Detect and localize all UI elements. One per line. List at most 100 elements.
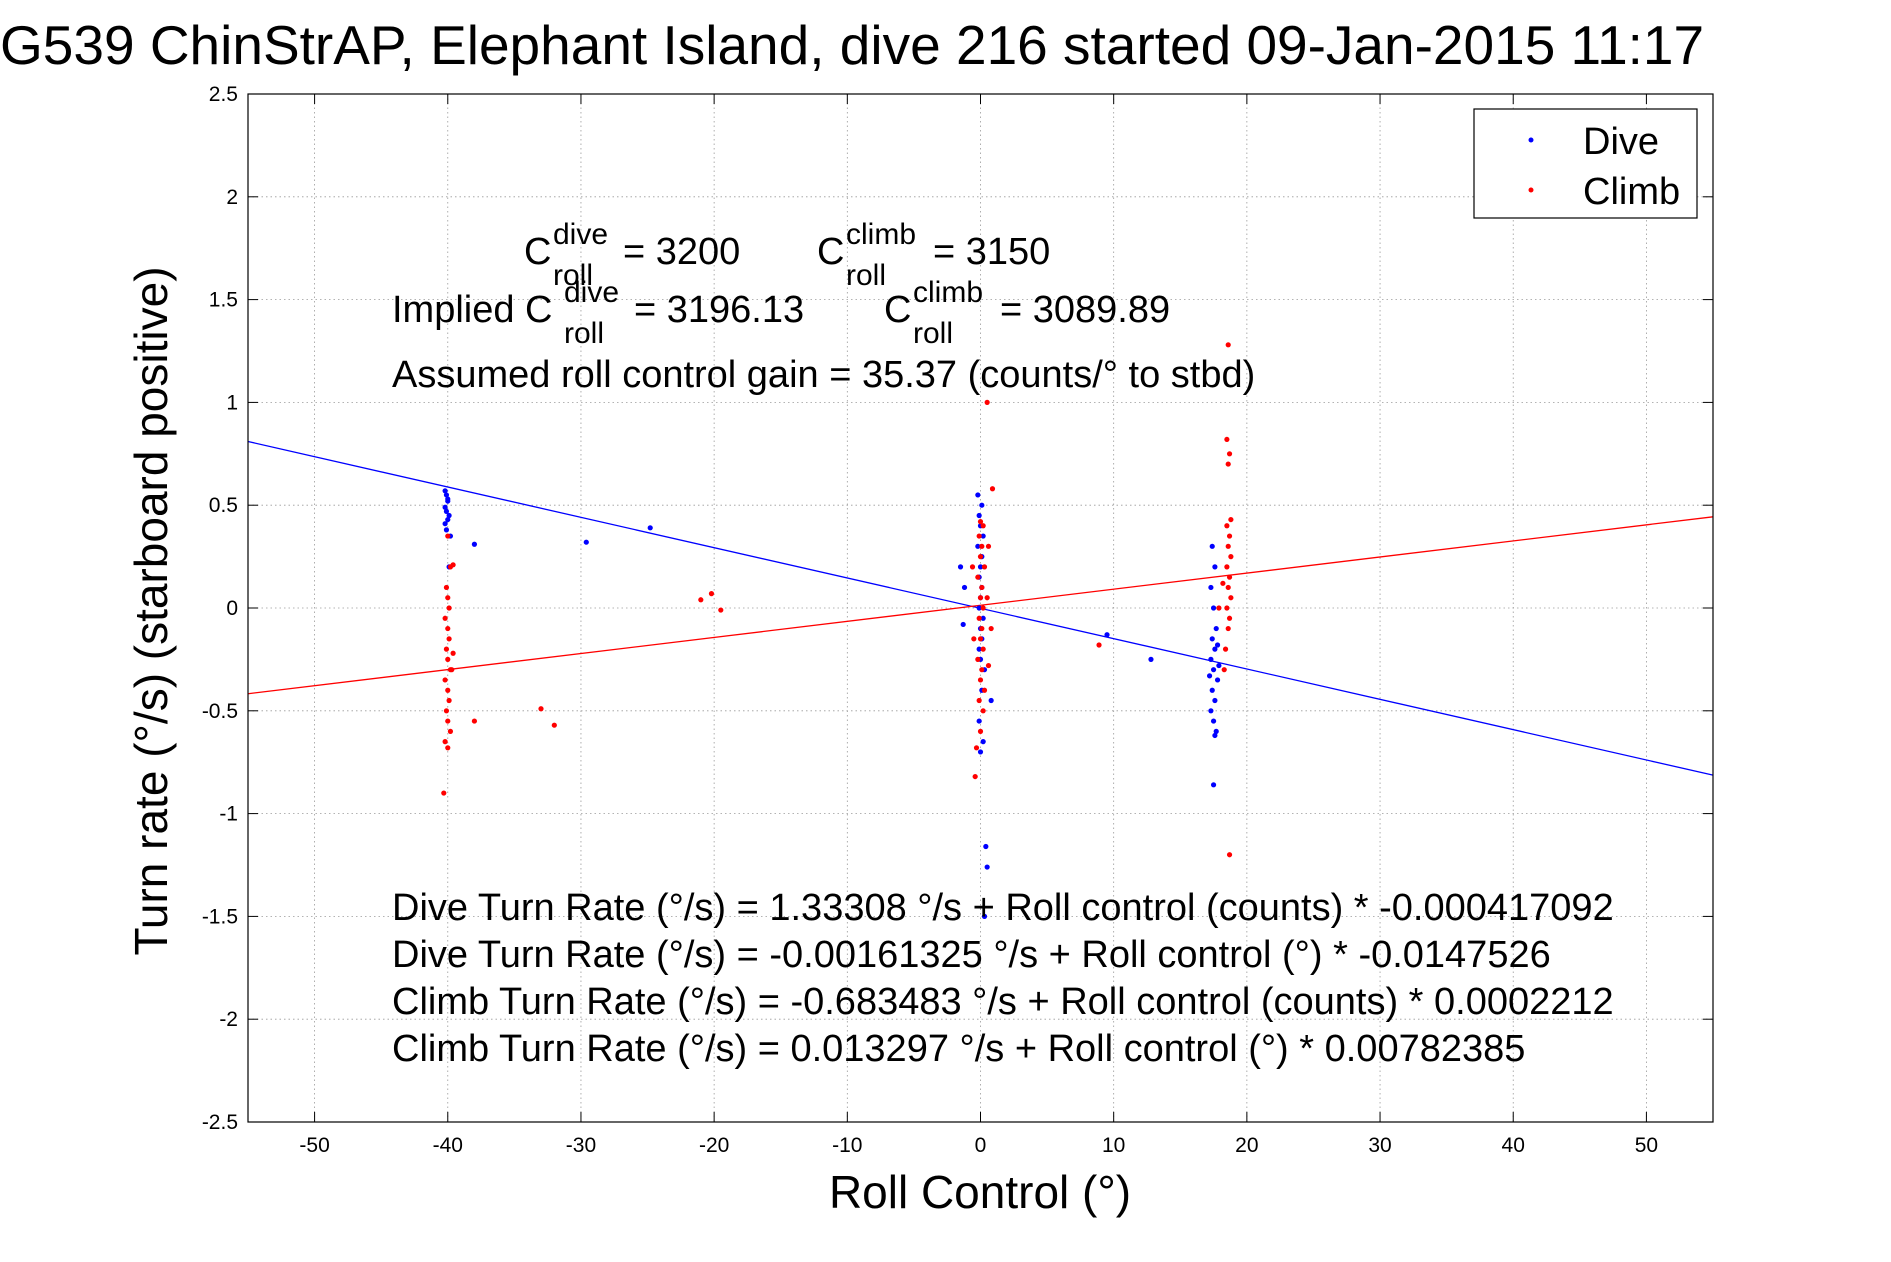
dive-point: [977, 749, 984, 755]
dive-point: [976, 646, 982, 652]
dive-point: [1208, 708, 1214, 714]
chart-title: G539 ChinStrAP, Elephant Island, dive 21…: [0, 14, 1704, 76]
dive-point: [1210, 718, 1217, 724]
c-climb-sub: roll: [846, 259, 886, 292]
climb-point: [1226, 451, 1233, 457]
climb-point: [975, 656, 981, 663]
climb-point: [450, 650, 456, 656]
climb-fit-line: [247, 516, 1714, 695]
climb-point: [975, 574, 981, 580]
climb-point: [1224, 605, 1230, 611]
climb-point: [1225, 543, 1231, 549]
equation-3: Climb Turn Rate (°/s) = -0.683483 °/s + …: [392, 981, 1614, 1023]
climb-point: [976, 533, 982, 539]
gain-annotation: Assumed roll control gain = 35.37 (count…: [392, 354, 1255, 396]
climb-point: [708, 591, 715, 597]
legend-climb-marker: [1528, 187, 1534, 193]
climb-point: [445, 745, 451, 751]
climb-point: [471, 718, 478, 724]
climb-point: [445, 625, 451, 632]
climb-point: [969, 564, 976, 570]
dive-point: [1214, 642, 1221, 648]
dive-point: [442, 488, 448, 494]
y-tick-label: 1: [226, 391, 238, 414]
dive-point: [981, 913, 988, 920]
climb-point: [977, 636, 984, 642]
climb-point: [449, 667, 455, 673]
y-tick-label: -2: [219, 1008, 238, 1031]
dive-point: [980, 739, 986, 745]
climb-point: [441, 790, 447, 796]
dive-point: [1212, 564, 1218, 570]
dive-point: [1213, 625, 1219, 632]
climb-point: [988, 625, 994, 632]
climb-point: [1224, 523, 1230, 529]
dive-point: [1206, 673, 1213, 679]
climb-point: [1220, 580, 1226, 586]
c-climb-base: C: [817, 231, 844, 273]
climb-point: [450, 562, 456, 568]
y-tick-label: 2.5: [209, 83, 238, 106]
c-climb-sup: climb: [846, 218, 916, 251]
dive-point: [446, 512, 452, 519]
dive-point: [1210, 667, 1217, 673]
legend-climb-label: Climb: [1583, 171, 1680, 213]
legend-dive-marker: [1528, 137, 1534, 143]
climb-point: [445, 718, 451, 724]
climb-point: [446, 636, 452, 642]
y-tick-label: 1.5: [209, 289, 238, 312]
dive-point: [1210, 782, 1217, 788]
implied-climb-base: C: [884, 289, 911, 331]
dive-point: [984, 864, 990, 870]
dive-point: [1209, 687, 1215, 693]
climb-point: [981, 564, 988, 570]
climb-point: [1228, 595, 1234, 601]
x-tick-label: -40: [433, 1134, 463, 1157]
plot-frame: [247, 93, 1714, 1123]
climb-point: [1221, 667, 1227, 673]
legend-box: [1473, 108, 1698, 219]
dive-point: [1209, 543, 1215, 549]
climb-point: [551, 722, 557, 728]
axis-ticks: -50 -40 -30 -20 -10 0 10 20 30 40 50-2.5-2-1.5-1-0…: [202, 83, 1713, 1157]
climb-point: [445, 687, 451, 693]
dive-point: [443, 492, 450, 498]
dive-point: [1216, 662, 1222, 669]
dive-point: [1214, 677, 1221, 683]
y-tick-label: -2.5: [202, 1111, 238, 1134]
c-dive-base: C: [524, 231, 551, 273]
climb-point: [1225, 342, 1231, 348]
dive-point: [975, 492, 981, 498]
dive-point: [975, 543, 981, 549]
x-tick-label: 50: [1635, 1134, 1658, 1157]
c-dive-sup: dive: [553, 218, 608, 251]
implied-dive-sup: dive: [564, 276, 619, 309]
climb-point: [442, 615, 448, 621]
c-roll-annotation: C dive roll = 3200 C climb roll = 3150: [524, 218, 1050, 292]
dive-point: [961, 584, 968, 591]
climb-point: [443, 646, 450, 652]
dive-point: [988, 697, 994, 704]
dive-point: [976, 512, 982, 519]
dive-point: [443, 527, 450, 533]
c-dive-value: = 3200: [623, 231, 740, 273]
climb-point: [979, 543, 985, 549]
climb-point: [976, 615, 982, 621]
x-axis-title: Roll Control (°): [829, 1166, 1131, 1218]
dive-point: [443, 508, 450, 514]
climb-point: [446, 605, 452, 611]
dive-point: [980, 533, 986, 539]
data-points: [441, 342, 1234, 920]
climb-point: [1222, 646, 1229, 652]
climb-point: [718, 607, 724, 613]
climb-point: [538, 706, 544, 712]
x-tick-label: 0: [975, 1134, 987, 1157]
dive-point: [983, 843, 989, 850]
x-tick-label: -10: [832, 1134, 862, 1157]
y-tick-label: -1: [219, 803, 238, 826]
x-tick-label: -20: [699, 1134, 729, 1157]
climb-point: [979, 667, 985, 673]
dive-point: [442, 521, 448, 527]
dive-point: [977, 564, 984, 570]
